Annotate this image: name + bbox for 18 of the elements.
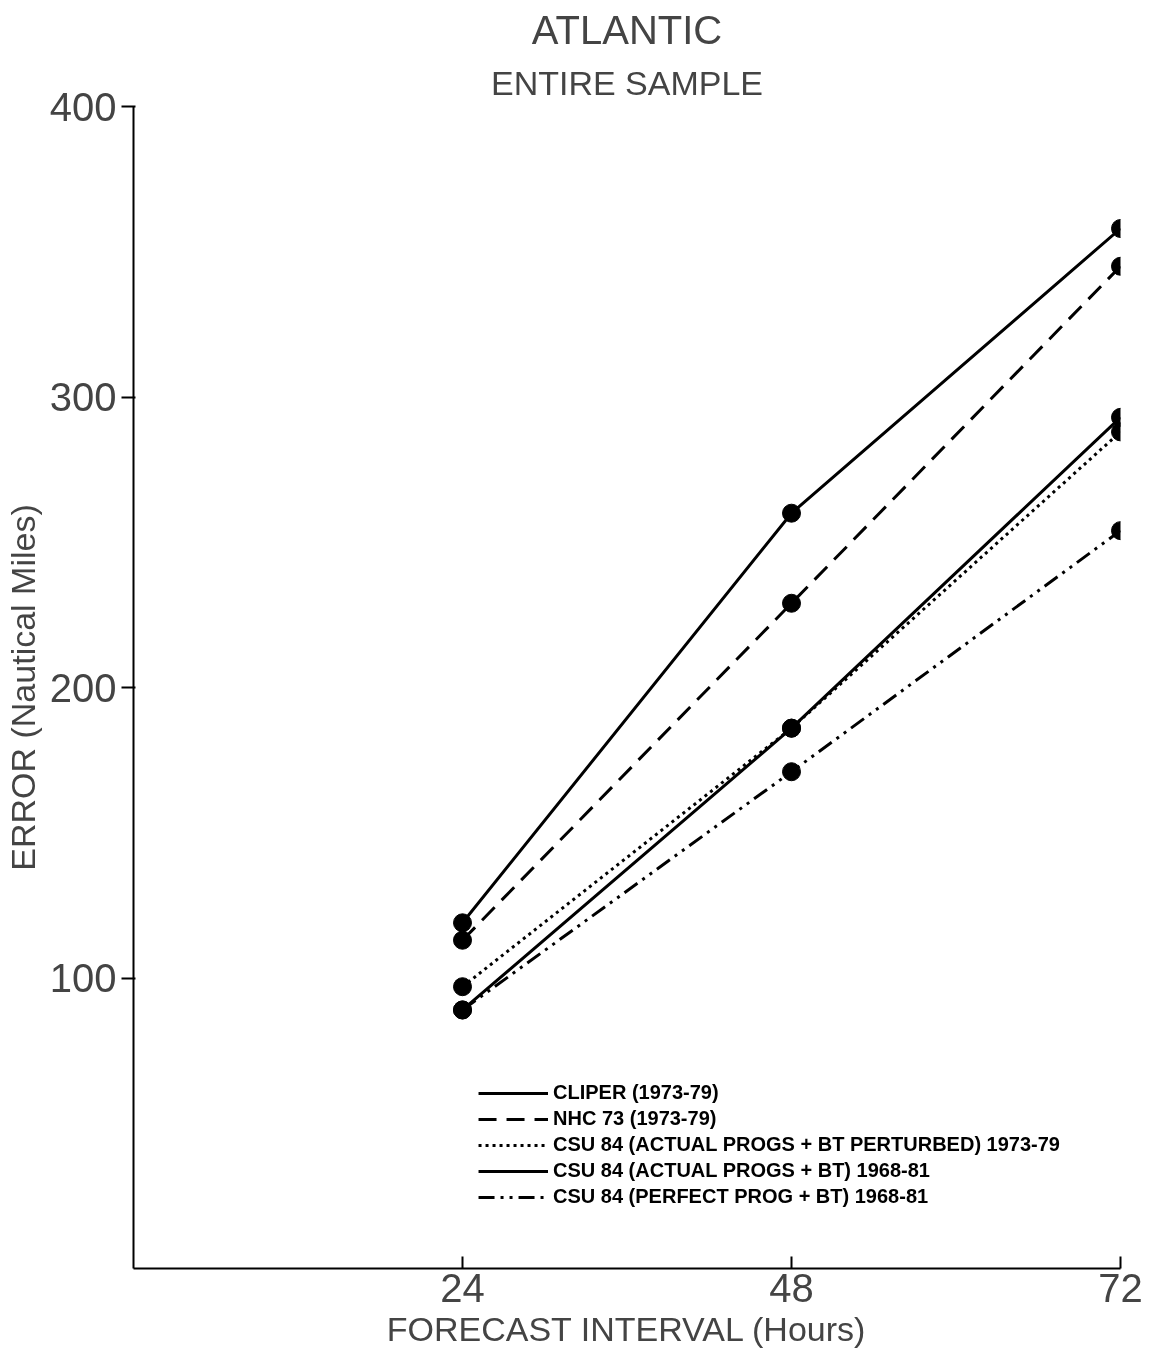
y-axis-title: ERROR (Nautical Miles) bbox=[3, 504, 42, 871]
x-tick-label: 48 bbox=[769, 1265, 814, 1310]
x-tick-label: 24 bbox=[440, 1265, 485, 1310]
legend-label: CSU 84 (ACTUAL PROGS + BT) 1968-81 bbox=[553, 1159, 930, 1182]
y-tick-label: 100 bbox=[49, 956, 117, 1000]
y-tick-label: 400 bbox=[49, 84, 117, 129]
chart-title: ATLANTIC bbox=[531, 7, 723, 52]
point bbox=[453, 930, 472, 950]
chart-subtitle: ENTIRE SAMPLE bbox=[490, 63, 764, 102]
legend-label: CSU 84 (ACTUAL PROGS + BT PERTURBED) 1973-79 bbox=[553, 1133, 1060, 1156]
legend-label: CLIPER (1973-79) bbox=[553, 1081, 719, 1104]
point bbox=[453, 913, 472, 933]
y-tick-label: 200 bbox=[49, 665, 117, 710]
legend-label: NHC 73 (1973-79) bbox=[553, 1107, 717, 1130]
x-tick-label: 72 bbox=[1098, 1265, 1143, 1310]
y-tick-label: 300 bbox=[49, 375, 117, 419]
x-axis-title: FORECAST INTERVAL (Hours) bbox=[386, 1309, 866, 1348]
legend-label: CSU 84 (PERFECT PROG + BT) 1968-81 bbox=[553, 1185, 929, 1208]
